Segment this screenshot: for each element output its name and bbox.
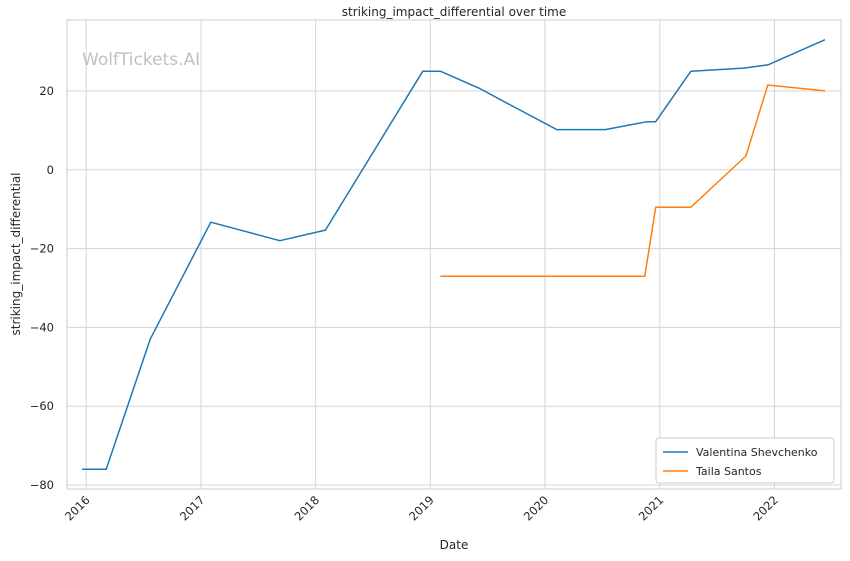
grid <box>67 20 841 489</box>
legend-label-taila-santos: Taila Santos <box>695 465 762 478</box>
x-tick-label: 2017 <box>177 493 208 524</box>
y-tick-label: −20 <box>30 242 54 256</box>
y-tick-labels: −80 −60 −40 −20 0 20 <box>30 84 54 492</box>
legend-label-valentina-shevchenko: Valentina Shevchenko <box>696 446 818 459</box>
x-tick-label: 2020 <box>521 493 552 524</box>
x-tick-label: 2019 <box>406 493 437 524</box>
y-tick-label: −60 <box>30 399 54 413</box>
watermark: WolfTickets.AI <box>82 50 200 70</box>
plot-frame <box>66 19 842 490</box>
series-lines <box>82 39 826 471</box>
x-tick-label: 2021 <box>636 493 667 524</box>
x-axis-title: Date <box>440 538 469 552</box>
y-tick-label: 20 <box>39 84 54 98</box>
chart-title: striking_impact_differential over time <box>342 5 567 19</box>
y-tick-label: −40 <box>30 320 54 334</box>
y-tick-label: 0 <box>47 163 54 177</box>
plot-area <box>67 20 841 489</box>
series-line-taila-santos <box>440 84 826 277</box>
y-axis-title: striking_impact_differential <box>9 172 23 335</box>
y-tick-label: −80 <box>30 478 54 492</box>
x-tick-labels: 2016 2017 2018 2019 2020 2021 2022 <box>62 493 781 524</box>
x-tick-label: 2018 <box>292 493 323 524</box>
x-tick-label: 2022 <box>750 493 781 524</box>
x-tick-label: 2016 <box>62 493 93 524</box>
series-line-valentina-shevchenko <box>82 39 826 471</box>
legend: Valentina Shevchenko Taila Santos <box>655 437 835 484</box>
legend-box <box>655 437 835 484</box>
